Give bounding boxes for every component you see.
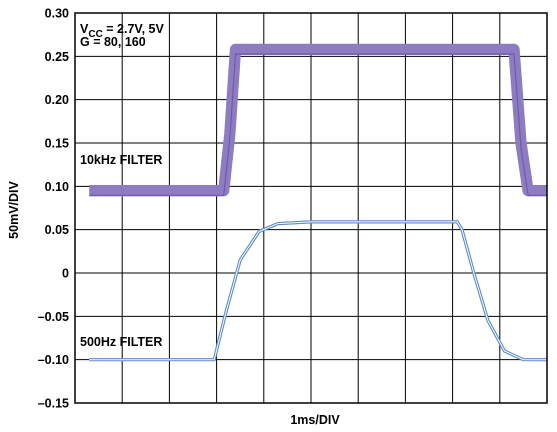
- y-tick-label: 0.05: [45, 223, 69, 237]
- series-500hz-highlight: [89, 221, 547, 361]
- plot-grid: [75, 13, 547, 403]
- y-tick-label: 0: [62, 267, 69, 281]
- x-axis-title: 1ms/DIV: [290, 413, 340, 427]
- vcc-subscript: CC: [88, 29, 102, 40]
- y-tick-label: 0.25: [45, 50, 69, 64]
- vcc-symbol: V: [80, 22, 89, 36]
- y-tick-label: –0.10: [38, 353, 69, 367]
- filter-500hz-label: 500Hz FILTER: [80, 335, 162, 349]
- conditions-annotation-line1: VCC = 2.7V, 5V: [80, 22, 165, 40]
- y-tick-label: 0.20: [45, 93, 69, 107]
- y-tick-label: 0.15: [45, 137, 69, 151]
- y-axis-title: 50mV/DIV: [7, 181, 21, 239]
- vcc-values: = 2.7V, 5V: [103, 22, 165, 36]
- y-tick-label: 0.10: [45, 180, 69, 194]
- series-10khz-band: [89, 43, 547, 197]
- y-tick-label: 0.30: [45, 7, 69, 21]
- series-layer: [89, 43, 547, 362]
- y-tick-label: –0.05: [38, 310, 69, 324]
- y-tick-labels: 0.30 0.25 0.20 0.15 0.10 0.05 0 –0.05 –0.10 –0.15: [38, 7, 69, 411]
- plot-frame: [74, 12, 548, 404]
- series-10khz-edge: [89, 53, 547, 196]
- y-tick-label: –0.15: [38, 397, 69, 411]
- gain-annotation: G = 80, 160: [80, 35, 146, 49]
- filter-10khz-label: 10kHz FILTER: [80, 153, 162, 167]
